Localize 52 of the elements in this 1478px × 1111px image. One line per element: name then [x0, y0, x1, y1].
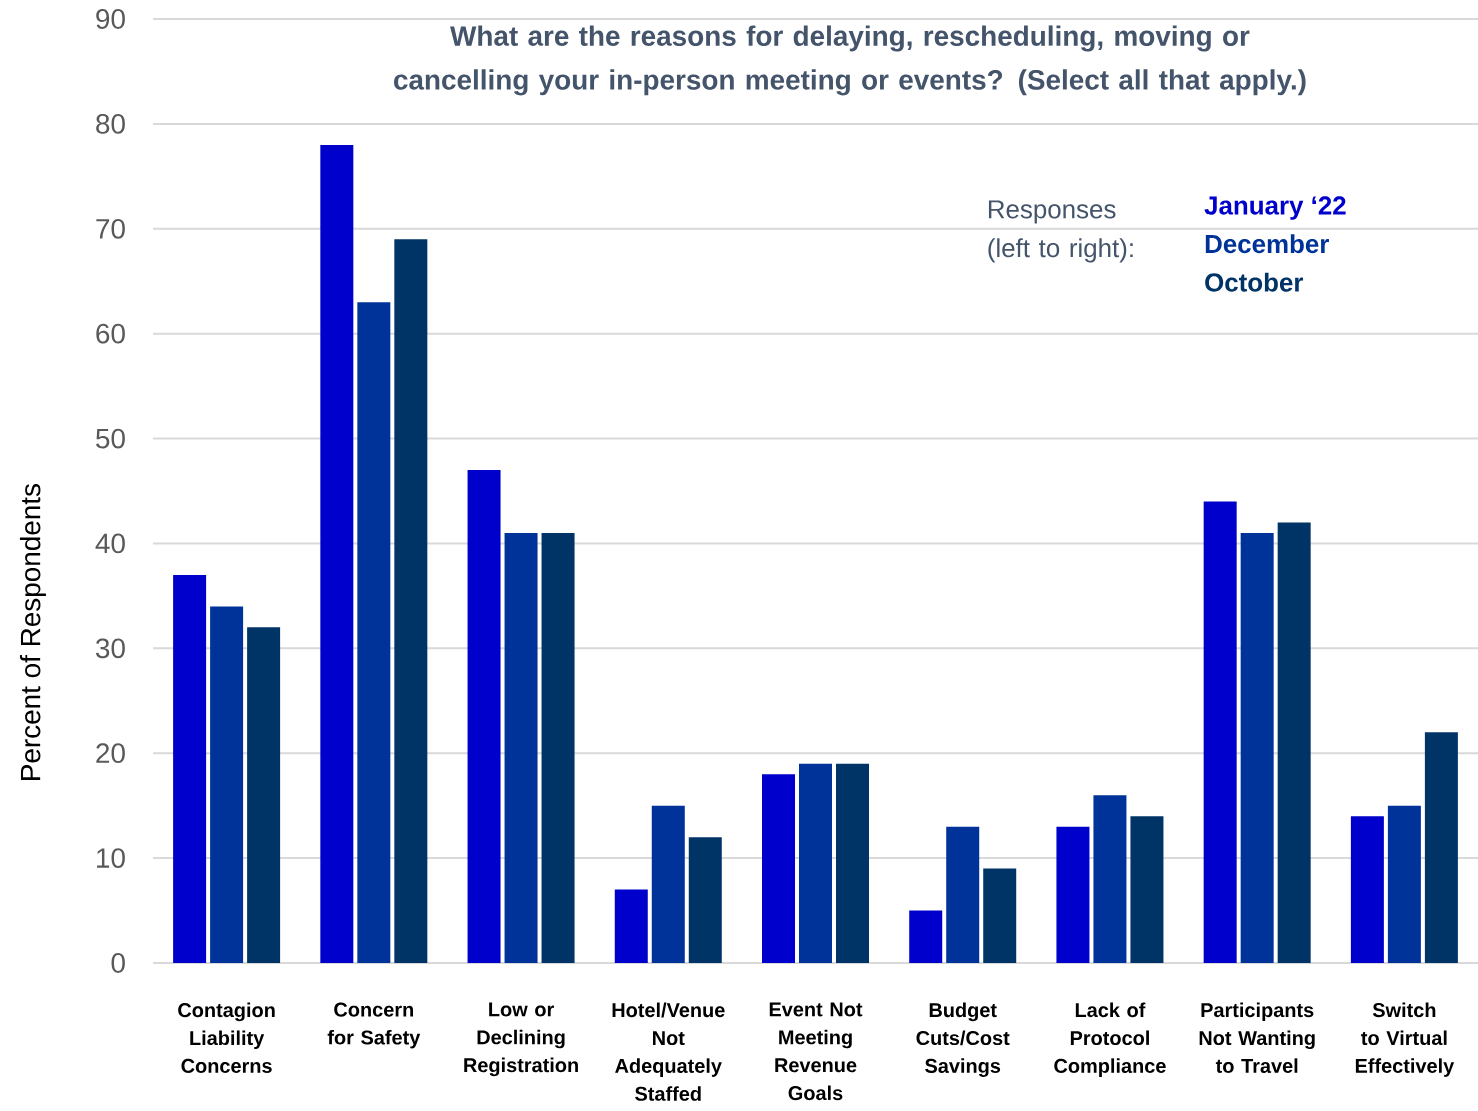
x-tick-label: Contagion Liability Concerns — [178, 1002, 275, 1073]
text: What are the reasons for delaying, rescheduling, moving or cancelling your in-person meeting or events? (Select all that apply.) — [394, 25, 1306, 96]
x-tick-label: Switch to Virtual Effectively — [1355, 1002, 1455, 1077]
bar — [651, 805, 685, 963]
x-tick-label: Event Not Meeting Revenue Goals — [769, 1002, 863, 1101]
bar — [983, 868, 1017, 963]
x-tick-label: Hotel/Venue Not Adequately Staffed — [612, 1002, 725, 1101]
y-tick-label: 90 — [96, 9, 125, 29]
bar — [946, 826, 980, 963]
y-tick-label: 70 — [96, 218, 125, 239]
x-tick-label: Concern for Safety — [327, 1002, 421, 1049]
bar — [541, 532, 575, 963]
bar — [762, 774, 795, 963]
bar — [467, 470, 501, 963]
bar — [1350, 816, 1384, 963]
y-tick-label: 80 — [96, 114, 125, 134]
text: January ‘22 — [1204, 196, 1346, 220]
bar — [1277, 522, 1311, 963]
bar — [1387, 805, 1421, 963]
y-tick-label: 50 — [96, 428, 125, 449]
x-tick-label: Budget Cuts/Cost Savings — [916, 1002, 1010, 1077]
y-tick-label: 0 — [111, 953, 125, 973]
legend-title: Responses (left to right): — [988, 200, 1133, 263]
bar — [1240, 532, 1274, 963]
bar — [688, 837, 722, 963]
x-tick-label: Lack of Protocol Compliance — [1054, 1002, 1166, 1077]
bar — [1093, 795, 1127, 963]
bar — [614, 889, 648, 963]
bar — [836, 763, 869, 963]
text: December — [1205, 234, 1329, 254]
bar — [394, 239, 428, 963]
bar — [1424, 732, 1458, 963]
bar — [247, 627, 281, 963]
bar — [799, 763, 832, 963]
bar — [504, 532, 538, 963]
bar — [357, 302, 391, 963]
bar — [210, 606, 244, 963]
bar — [909, 910, 943, 963]
y-axis-title: Percent of Respondents — [19, 484, 46, 780]
x-tick-label: Participants Not Wanting to Travel — [1199, 1002, 1315, 1073]
bar — [1130, 816, 1164, 963]
bar — [1203, 501, 1237, 963]
x-tick-label: Low or Declining Registration — [464, 1002, 578, 1077]
text: October — [1205, 272, 1304, 292]
y-tick-label: 40 — [95, 533, 125, 554]
bar — [1056, 826, 1090, 963]
bar — [320, 144, 354, 963]
y-tick-label: 10 — [97, 848, 125, 868]
bar — [173, 574, 207, 963]
y-tick-label: 60 — [96, 323, 125, 344]
y-tick-label: 20 — [96, 743, 125, 764]
y-tick-label: 30 — [95, 638, 125, 659]
